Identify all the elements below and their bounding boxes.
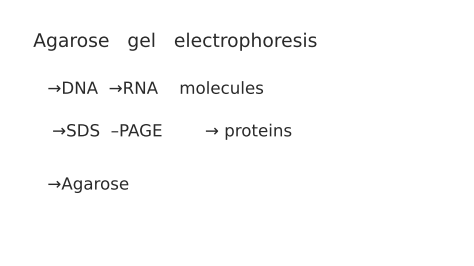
Text: →SDS  –PAGE        → proteins: →SDS –PAGE → proteins (52, 122, 291, 140)
Text: →DNA  →RNA    molecules: →DNA →RNA molecules (47, 80, 264, 98)
Text: Agarose   gel   electrophoresis: Agarose gel electrophoresis (33, 32, 318, 51)
Text: →Agarose: →Agarose (47, 176, 129, 194)
